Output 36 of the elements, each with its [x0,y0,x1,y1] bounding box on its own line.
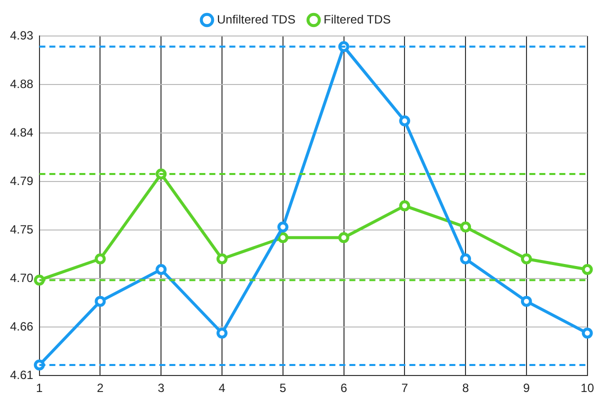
x-tick-label: 2 [96,381,104,396]
point [277,222,288,233]
point [277,232,288,244]
point [156,264,167,275]
y-tick-label: 4.61 [10,368,34,382]
x-tick-label: 4 [218,381,226,396]
y-tick-label: 4.79 [10,174,34,188]
x-tick-label: 3 [158,381,165,396]
y-tick-label: 4.75 [10,222,34,236]
y-tick-label: 4.70 [10,270,34,285]
point [520,253,532,264]
point [216,328,228,339]
x-tick-label: 9 [523,381,530,396]
legend-label: Unfiltered TDS [216,12,296,26]
point [520,296,532,307]
point [460,253,472,264]
y-tick-label: 4.66 [10,319,34,334]
point [582,264,593,275]
point [216,253,228,264]
x-tick-label: 8 [462,381,470,396]
legend-label: Filtered TDS [324,12,391,26]
point [338,232,350,244]
y-tick-label: 4.88 [10,76,34,91]
point [94,253,106,264]
x-tick-label: 1 [36,381,44,396]
x-tick-label: 5 [280,381,287,396]
y-tick-label: 4.93 [10,28,34,42]
point [582,328,593,339]
point [94,296,106,307]
x-tick-label: 10 [580,381,594,396]
point [460,222,472,233]
point [399,115,410,126]
x-tick-label: 6 [340,381,348,396]
y-tick-label: 4.84 [10,125,34,140]
point [399,200,410,212]
x-tick-label: 7 [401,381,408,396]
